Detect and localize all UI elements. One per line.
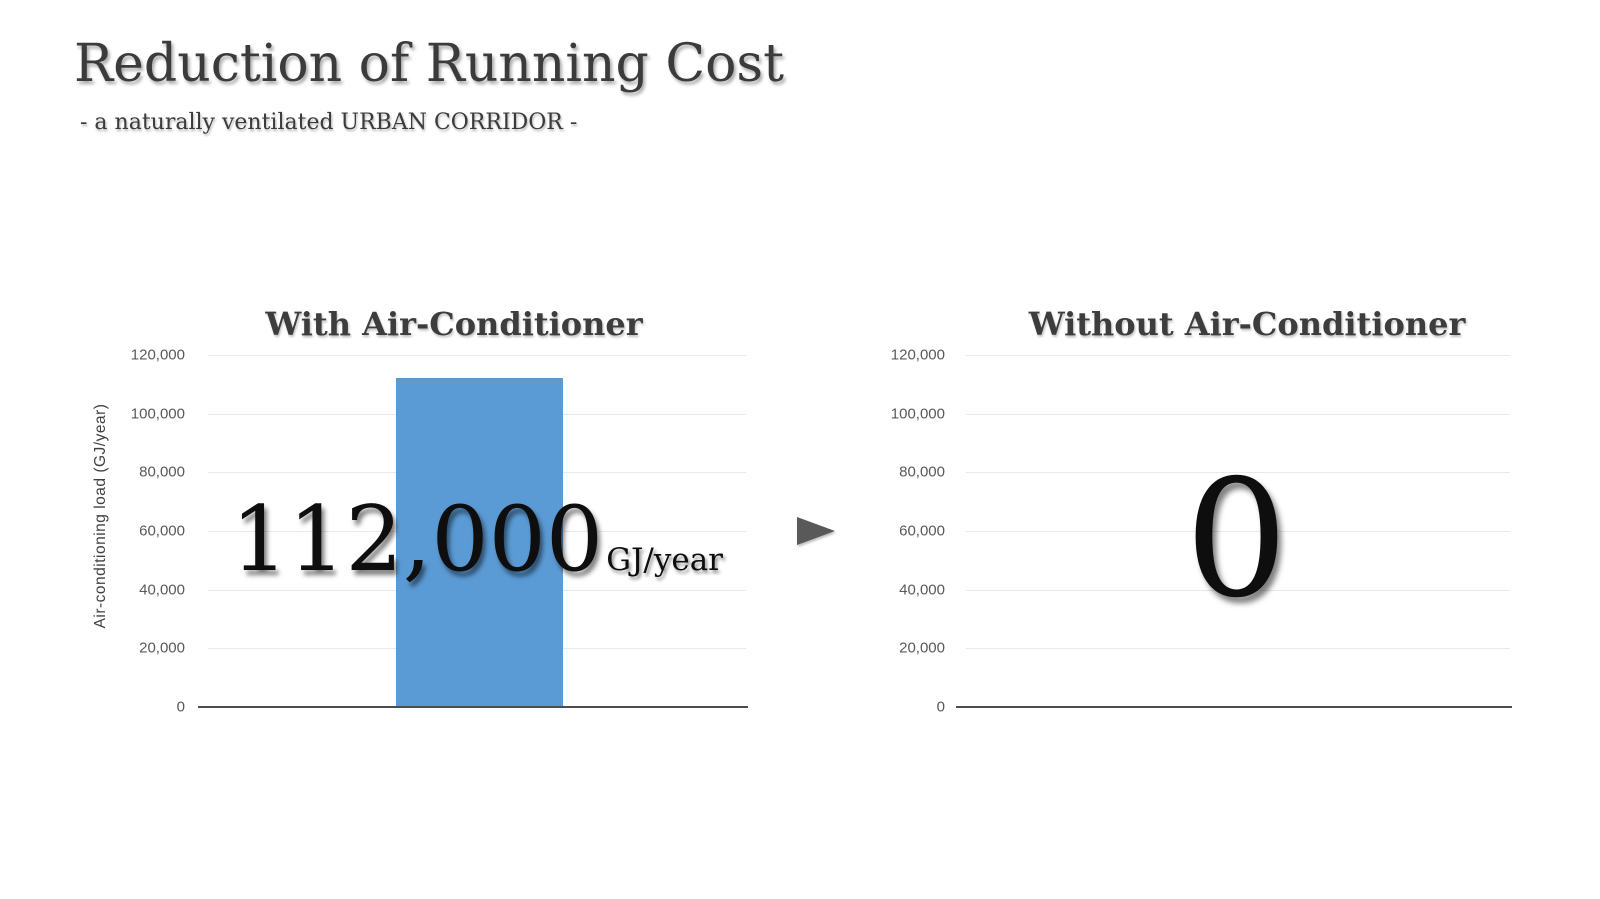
y-tick-label: 40,000: [139, 581, 185, 599]
annotation-value: 112,000: [231, 486, 604, 592]
plot-area: 0: [956, 355, 1512, 708]
value-annotation: 112,000 GJ/year: [231, 486, 723, 592]
y-tick-label: 40,000: [899, 581, 945, 599]
annotation-value: 0: [1184, 445, 1289, 634]
y-tick-label: 0: [176, 698, 185, 716]
chart-title: Without Air-Conditioner: [1028, 305, 1466, 343]
y-tick-label: 100,000: [890, 405, 945, 423]
page-subtitle: - a naturally ventilated URBAN CORRIDOR …: [80, 110, 578, 135]
chart-with-air-conditioner: With Air-Conditioner Air-conditioning lo…: [85, 300, 765, 716]
arrow-right-icon: [797, 517, 835, 545]
y-tick-label: 100,000: [130, 405, 185, 423]
y-axis-ticks: 120,000 100,000 80,000 60,000 40,000 20,000 0: [845, 347, 948, 716]
y-tick-label: 60,000: [899, 522, 945, 540]
page-title: Reduction of Running Cost: [74, 34, 784, 94]
bar-air-conditioning-load: [396, 378, 563, 707]
y-axis-ticks: 120,000 100,000 80,000 60,000 40,000 20,000 0: [85, 347, 188, 716]
y-tick-label: 80,000: [899, 463, 945, 481]
value-annotation: 0: [1185, 459, 1291, 621]
y-tick-label: 20,000: [139, 639, 185, 657]
gridline: [966, 648, 1510, 650]
y-tick-label: 60,000: [139, 522, 185, 540]
y-tick-label: 20,000: [899, 639, 945, 657]
plot-area: 112,000 GJ/year: [198, 355, 748, 708]
gridline: [966, 355, 1510, 356]
y-tick-label: 0: [936, 698, 945, 716]
x-axis-line: [956, 706, 1512, 708]
gridline: [966, 531, 1510, 532]
gridline: [966, 472, 1510, 474]
y-tick-label: 80,000: [139, 463, 185, 481]
y-tick-label: 120,000: [890, 346, 945, 364]
chart-title: With Air-Conditioner: [265, 305, 643, 343]
gridline: [966, 413, 1510, 415]
annotation-unit: GJ/year: [606, 541, 723, 578]
gridline: [966, 589, 1510, 591]
gridline: [208, 355, 746, 356]
chart-without-air-conditioner: Without Air-Conditioner 120,000 100,000 80…: [845, 300, 1525, 716]
y-tick-label: 120,000: [130, 346, 185, 364]
x-axis-line: [198, 706, 748, 708]
